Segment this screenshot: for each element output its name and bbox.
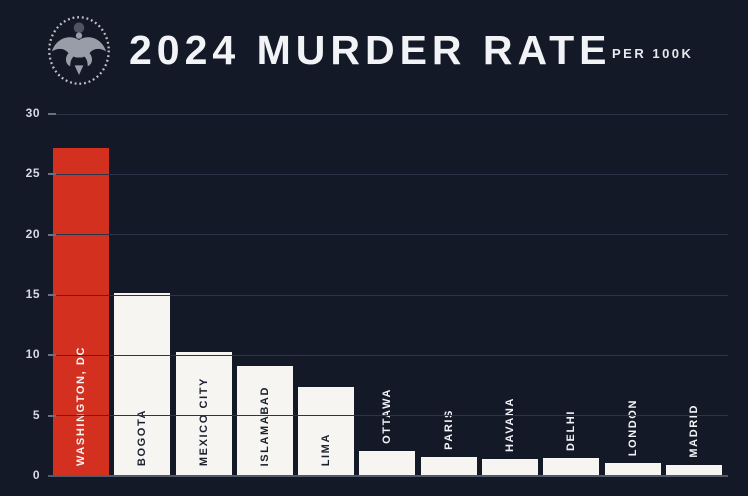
- bar: [482, 459, 539, 476]
- bar: [175, 352, 232, 476]
- bar-group: MADRID: [665, 114, 722, 476]
- y-tick-label: 25: [25, 166, 40, 181]
- bar-label: LIMA: [320, 432, 333, 466]
- chart-units-label: PER 100K: [612, 46, 694, 61]
- gridline: [48, 354, 728, 356]
- y-tick-mark: [48, 233, 56, 236]
- y-tick-label: 5: [32, 407, 40, 422]
- y-tick-mark: [48, 294, 56, 296]
- gridline: [48, 113, 728, 115]
- bar-label: ISLAMABAD: [258, 385, 271, 466]
- y-tick-label: 20: [25, 226, 40, 241]
- bar-label: MADRID: [687, 404, 700, 458]
- y-tick-mark: [48, 173, 56, 176]
- gridline: [48, 294, 728, 296]
- bar-group: BOGOTA: [114, 114, 171, 476]
- bar: [665, 465, 722, 476]
- bar: [53, 148, 109, 476]
- chart-title: 2024 MURDER RATE: [129, 27, 612, 73]
- bar-group: OTTAWA: [359, 114, 416, 476]
- bar-group: ISLAMABAD: [236, 114, 293, 476]
- bar-label: BOGOTA: [136, 408, 149, 466]
- bar: [543, 458, 600, 476]
- y-tick-mark: [48, 113, 56, 115]
- bar: [359, 451, 416, 476]
- bar-group: DELHI: [543, 114, 600, 476]
- bar-group: LONDON: [604, 114, 661, 476]
- bar-label: MEXICO CITY: [197, 376, 210, 466]
- plot-area: WASHINGTON, DC BOGOTA MEXICO CITY ISLAMABAD…: [48, 113, 728, 477]
- bar-group: HAVANA: [482, 114, 539, 476]
- bar-group: PARIS: [420, 114, 477, 476]
- bar-label: HAVANA: [504, 396, 517, 452]
- y-tick-mark: [48, 354, 56, 357]
- y-tick-label: 10: [25, 347, 40, 362]
- bar: [604, 463, 661, 476]
- bar-label: WASHINGTON, DC: [75, 346, 87, 466]
- bar: [114, 293, 171, 476]
- y-axis: 0 5 10 15 20 25 30: [0, 106, 48, 482]
- y-tick-mark: [48, 414, 56, 417]
- bar: [420, 457, 477, 476]
- y-tick-label: 15: [25, 287, 40, 301]
- bar: [298, 387, 355, 476]
- gridline: [48, 173, 728, 175]
- bar-group: WASHINGTON, DC: [53, 114, 109, 476]
- bar-group: LIMA: [298, 114, 355, 476]
- presidential-seal-icon: [48, 16, 110, 85]
- y-tick-label: 30: [25, 106, 40, 120]
- bar: [236, 366, 293, 476]
- gridline: [48, 415, 728, 417]
- y-tick-label: 0: [32, 468, 40, 482]
- bar-group: MEXICO CITY: [175, 114, 232, 476]
- bar-label: LONDON: [626, 398, 639, 456]
- bars-container: WASHINGTON, DC BOGOTA MEXICO CITY ISLAMABAD…: [48, 114, 728, 476]
- gridline: [48, 234, 728, 236]
- x-axis-line: [48, 475, 728, 477]
